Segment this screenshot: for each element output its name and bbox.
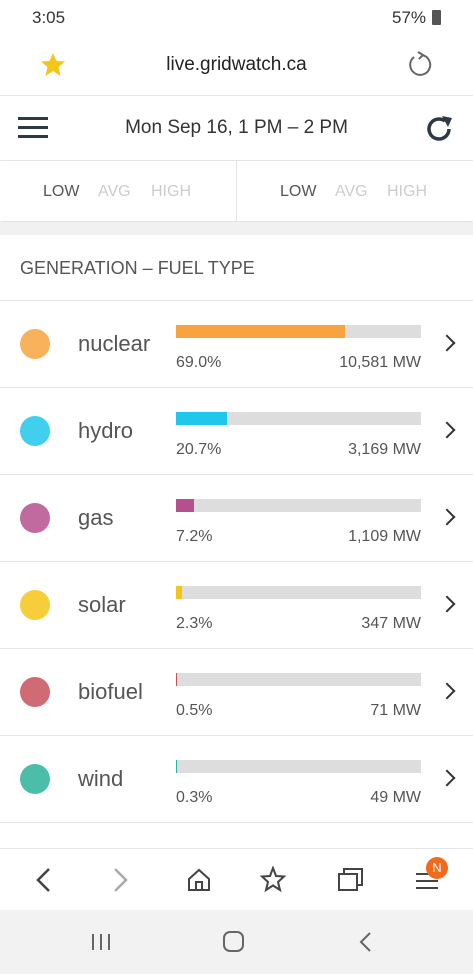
gap <box>0 222 473 235</box>
fuel-icon <box>20 329 50 359</box>
fuel-name: wind <box>78 766 124 791</box>
stat-label: AVG <box>98 183 131 200</box>
fuel-name: gas <box>78 505 114 530</box>
bookmark-star[interactable] <box>40 52 66 78</box>
bar <box>176 673 178 686</box>
chevron <box>438 682 456 700</box>
bar <box>176 325 346 338</box>
back[interactable] <box>34 867 54 893</box>
bar-track <box>176 673 421 686</box>
stat-label: LOW <box>43 183 80 200</box>
mw: 1,109 MW <box>348 528 421 545</box>
fuel-icon <box>20 590 50 620</box>
bar <box>176 412 227 425</box>
bookmarks[interactable] <box>260 866 288 894</box>
badge: N <box>426 857 448 879</box>
bar <box>176 586 182 599</box>
stats: LOW AVG HIGH LOW AVG HIGH <box>0 161 473 221</box>
recents[interactable] <box>90 932 112 952</box>
bar-track <box>176 412 421 425</box>
battery: 57% <box>392 8 427 27</box>
percent: 69.0% <box>176 354 222 371</box>
stat-label: HIGH <box>151 183 191 200</box>
bar-track <box>176 760 421 773</box>
percent: 7.2% <box>176 528 213 545</box>
header: Mon Sep 16, 1 PM – 2 PM <box>0 96 473 161</box>
url[interactable]: live.gridwatch.ca <box>166 54 307 75</box>
percent: 20.7% <box>176 441 222 458</box>
stat-label: LOW <box>280 183 317 200</box>
stat-label: HIGH <box>387 183 427 200</box>
fuel-row[interactable]: solar 2.3% 347 MW <box>0 561 473 649</box>
bar-track <box>176 586 421 599</box>
divider <box>236 161 237 221</box>
refresh[interactable] <box>425 114 455 144</box>
bar-track <box>176 499 421 512</box>
menu[interactable] <box>18 116 48 140</box>
section-title: GENERATION – FUEL TYPE <box>20 258 255 278</box>
chevron <box>438 595 456 613</box>
tabs[interactable] <box>337 867 365 893</box>
fuel-name: hydro <box>78 418 134 443</box>
address-bar: live.gridwatch.ca <box>0 35 473 96</box>
mw: 3,169 MW <box>348 441 421 458</box>
percent: 2.3% <box>176 615 213 632</box>
chevron <box>438 421 456 439</box>
reload[interactable] <box>406 51 434 79</box>
fuel-row[interactable]: wind 0.3% 49 MW <box>0 735 473 823</box>
stat-label: AVG <box>335 183 368 200</box>
time: 3:05 <box>32 8 66 27</box>
mw: 71 MW <box>370 702 421 719</box>
browser-nav: N <box>0 848 473 911</box>
percent: 0.3% <box>176 789 213 806</box>
fuel-name: nuclear <box>78 331 151 356</box>
fuel-icon <box>20 503 50 533</box>
row-divider <box>0 822 473 823</box>
battery-icon <box>432 10 441 25</box>
home-button[interactable] <box>222 930 246 954</box>
bar <box>176 760 177 773</box>
period: Mon Sep 16, 1 PM – 2 PM <box>125 117 348 138</box>
fuel-row[interactable]: hydro 20.7% 3,169 MW <box>0 387 473 475</box>
fuel-icon <box>20 764 50 794</box>
system-nav <box>0 910 473 974</box>
percent: 0.5% <box>176 702 213 719</box>
mw: 10,581 MW <box>339 354 421 371</box>
fuel-name: biofuel <box>78 679 143 704</box>
bar <box>176 499 194 512</box>
fuel-icon <box>20 677 50 707</box>
mw: 347 MW <box>361 615 421 632</box>
home[interactable] <box>186 867 212 893</box>
fuel-icon <box>20 416 50 446</box>
status-bar: 3:05 57% <box>0 0 473 35</box>
fuel-row[interactable]: nuclear 69.0% 10,581 MW <box>0 300 473 388</box>
chevron <box>438 769 456 787</box>
fuel-row[interactable]: gas 7.2% 1,109 MW <box>0 474 473 562</box>
mw: 49 MW <box>370 789 421 806</box>
chevron <box>438 334 456 352</box>
fuel-name: solar <box>78 592 126 617</box>
back-button[interactable] <box>356 930 376 954</box>
fuel-row[interactable]: biofuel 0.5% 71 MW <box>0 648 473 736</box>
chevron <box>438 508 456 526</box>
forward[interactable] <box>110 867 130 893</box>
